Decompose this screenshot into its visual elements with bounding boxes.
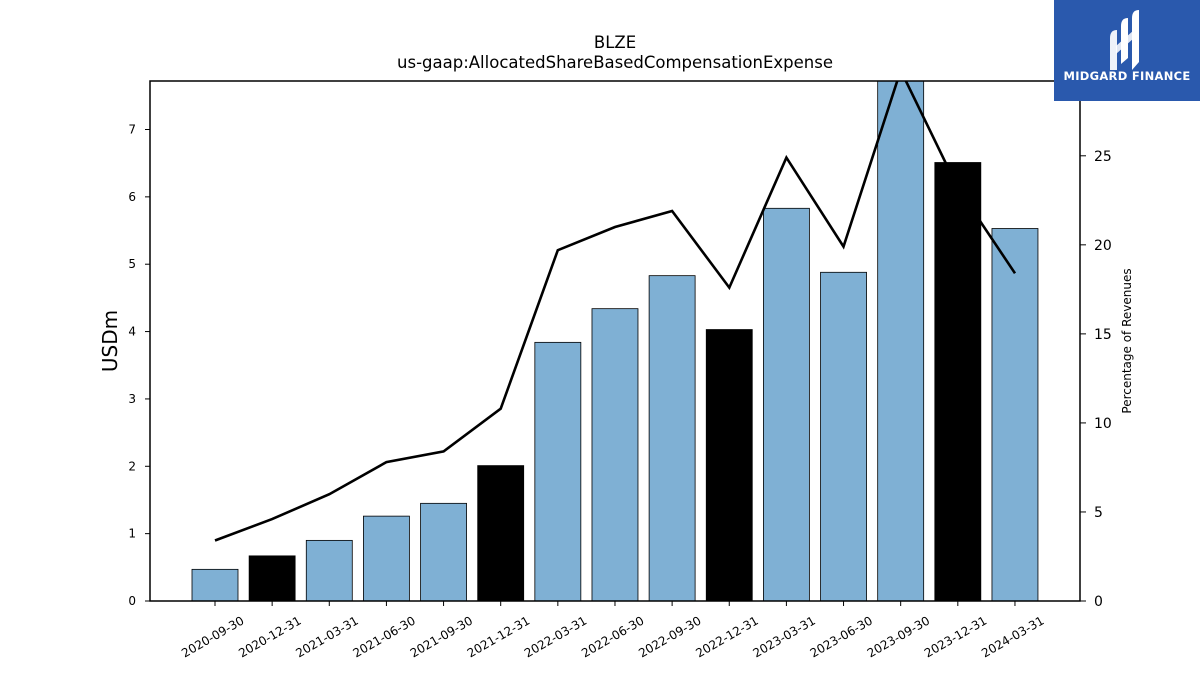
y2-tick-label: 15 (1094, 327, 1112, 343)
bar-2023-12-31 (934, 162, 982, 601)
bar-2023-03-31 (763, 207, 810, 601)
bar-2021-06-30 (363, 515, 410, 601)
percentage-line-series (214, 81, 1017, 542)
x-tick-label: 2020-12-31 (236, 613, 303, 660)
y-tick-label: 6 (128, 190, 136, 204)
y-axis-label: USDm (98, 310, 122, 372)
x-tick-label: 2021-03-31 (293, 613, 360, 660)
percentage-line (214, 81, 1017, 542)
x-tick-label: 2024-03-31 (979, 613, 1046, 660)
bar-2022-09-30 (648, 275, 696, 601)
y2-tick-label: 20 (1094, 238, 1112, 254)
bar-2023-06-30 (820, 271, 867, 601)
y2-tick-label: 0 (1094, 594, 1103, 610)
bar-2023-09-30 (877, 81, 925, 601)
brand-name: MIDGARD FINANCE (1063, 69, 1191, 83)
chart-subtitle: us-gaap:AllocatedShareBasedCompensationE… (397, 53, 833, 72)
brand-logo: MIDGARD FINANCE (1054, 0, 1200, 101)
y-tick-label: 5 (128, 257, 136, 271)
y-tick-label: 4 (128, 325, 136, 339)
bar-2022-12-31 (705, 329, 753, 601)
bar-2022-03-31 (534, 341, 582, 601)
x-tick-label: 2021-09-30 (408, 613, 475, 660)
y-tick-label: 7 (128, 122, 136, 136)
y-axis-right: 0 5 10 15 20 25 (1080, 149, 1112, 610)
x-tick-label: 2021-12-31 (465, 613, 532, 660)
y2-tick-label: 10 (1094, 416, 1112, 432)
y-tick-label: 3 (128, 392, 136, 406)
x-tick-label: 2022-06-30 (579, 613, 646, 660)
bar-2022-06-30 (591, 308, 639, 601)
x-axis: 2020-09-302020-12-312021-03-312021-06-30… (179, 601, 1047, 660)
bar-2020-12-31 (248, 555, 296, 601)
x-tick-label: 2022-03-31 (522, 613, 589, 660)
bar-series (191, 81, 1039, 601)
y2-tick-label: 25 (1094, 149, 1112, 165)
bar-2024-03-31 (991, 228, 1039, 601)
x-tick-label: 2022-09-30 (636, 613, 703, 660)
x-tick-label: 2023-06-30 (808, 613, 875, 660)
y-tick-label: 2 (128, 459, 136, 473)
x-tick-label: 2023-03-31 (750, 613, 817, 660)
y-tick-label: 1 (128, 527, 136, 541)
x-tick-label: 2023-09-30 (865, 613, 932, 660)
x-tick-label: 2020-09-30 (179, 613, 246, 660)
y-axis-right-label: Percentage of Revenues (1120, 268, 1134, 413)
y2-tick-label: 5 (1094, 505, 1103, 521)
bar-2021-03-31 (305, 539, 353, 601)
x-tick-label: 2022-12-31 (693, 613, 760, 660)
x-tick-label: 2021-06-30 (350, 613, 417, 660)
bar-2020-09-30 (191, 568, 239, 601)
y-axis-left: 0 1 2 3 4 5 6 7 (128, 122, 150, 608)
chart-title: BLZE (594, 33, 636, 52)
bar-2021-12-31 (477, 465, 525, 601)
midgard-logo-icon (1110, 10, 1139, 70)
y-tick-label: 0 (128, 594, 136, 608)
x-tick-label: 2023-12-31 (922, 613, 989, 660)
bar-2021-09-30 (420, 502, 467, 601)
